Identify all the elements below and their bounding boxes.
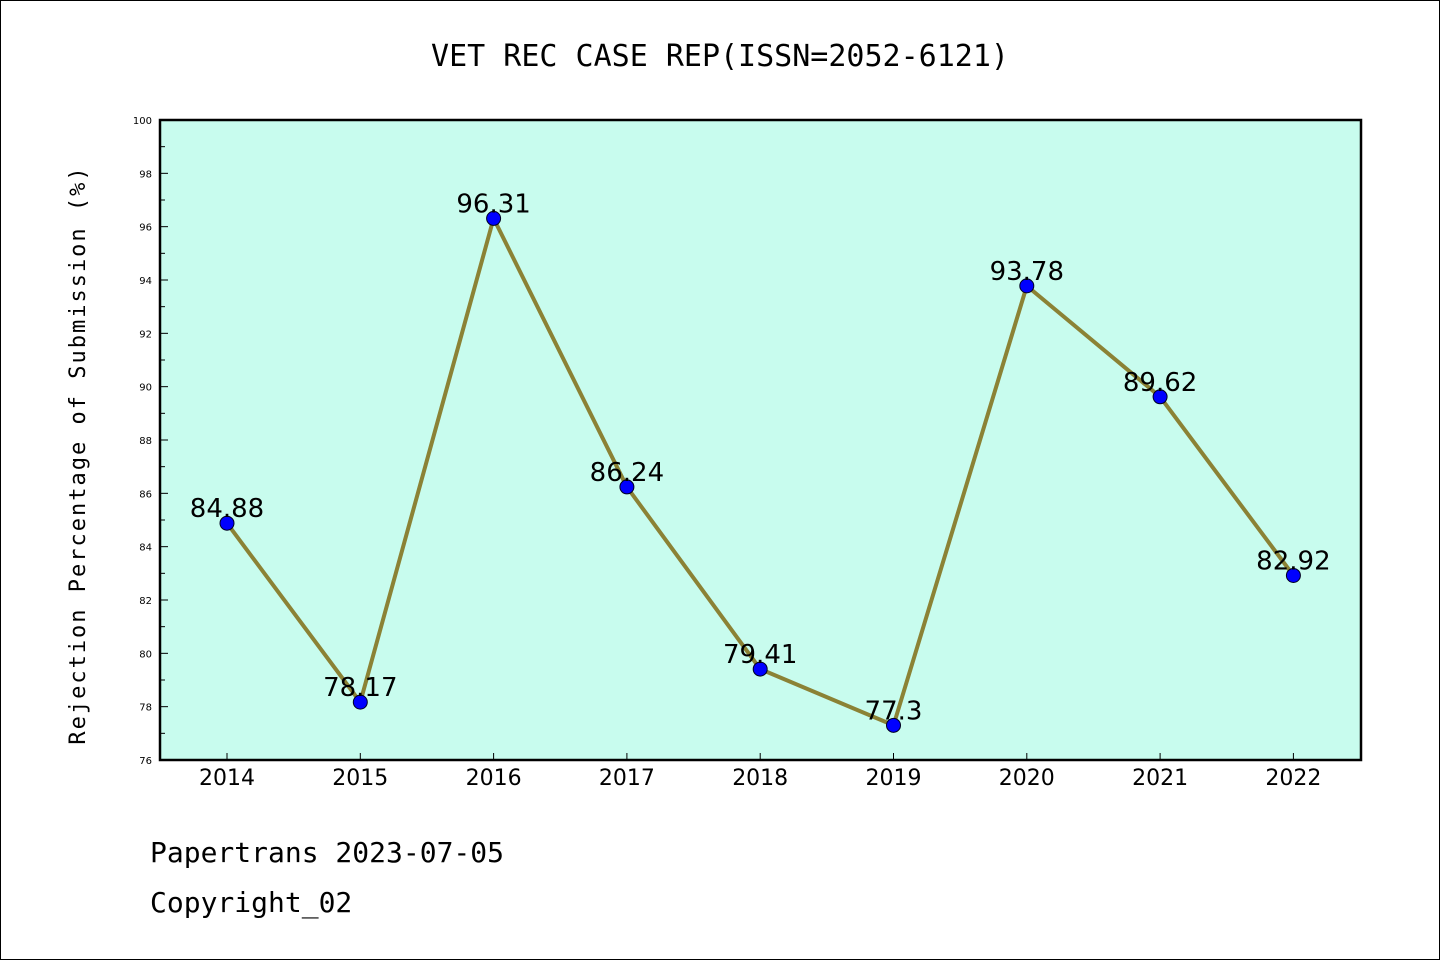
x-tick-label: 2019 [866,766,922,791]
x-tick-label: 2018 [732,766,788,791]
y-tick-label: 78 [139,703,152,714]
x-tick-label: 2016 [466,766,522,791]
data-label: 78.17 [323,673,397,703]
x-tick-label: 2014 [199,766,255,791]
y-tick-label: 96 [139,223,152,234]
x-tick-label: 2022 [1265,766,1321,791]
data-label: 84.88 [190,494,264,524]
y-tick-label: 84 [139,543,152,554]
y-tick-label: 100 [133,116,152,127]
x-tick-label: 2021 [1132,766,1188,791]
y-tick-label: 98 [139,169,152,180]
series-line-group [219,210,1301,733]
data-point-marker [886,717,901,733]
y-axis-label: Rejection Percentage of Submission (%) [66,165,91,744]
data-label: 79.41 [723,640,797,670]
data-labels: 84.88 78.17 96.31 86.24 79.41 77.3 93.78 89.62 8… [190,189,1331,726]
data-label: 96.31 [456,189,530,219]
data-label: 89.62 [1123,368,1197,398]
footer-date: Papertrans 2023-07-05 [150,836,505,869]
x-tick-label: 2017 [599,766,655,791]
x-tick-label: 2020 [999,766,1055,791]
y-tick-label: 80 [139,649,152,660]
y-tick-label: 76 [139,756,152,767]
data-point-marker [752,661,768,677]
footer-copyright: Copyright_02 [150,886,353,919]
data-label: 82.92 [1256,546,1330,576]
y-tick-label: 82 [139,596,152,607]
data-label: 86.24 [590,458,664,488]
y-tick-label: 88 [139,436,152,447]
data-point-marker [1152,389,1168,405]
data-point-marker [619,479,635,495]
x-axis: 2014 2015 2016 2017 2018 2019 2020 2021 2022 [199,753,1321,791]
data-point-marker [486,210,502,226]
data-point-marker [352,694,368,710]
y-tick-label: 92 [139,329,152,340]
y-axis: 76 78 80 82 84 86 88 90 92 94 96 98 100 [133,116,168,767]
data-label: 93.78 [990,257,1064,287]
x-tick-label: 2015 [332,766,388,791]
data-point-marker [1285,567,1301,583]
chart-title: VET REC CASE REP(ISSN=2052-6121) [431,39,1009,74]
data-label: 77.3 [865,696,923,726]
data-point-marker [1019,278,1035,294]
plot-area [158,118,1363,762]
y-tick-label: 94 [139,276,152,287]
data-point-marker [219,515,235,531]
y-tick-label: 90 [139,383,152,394]
y-tick-label: 86 [139,489,152,500]
